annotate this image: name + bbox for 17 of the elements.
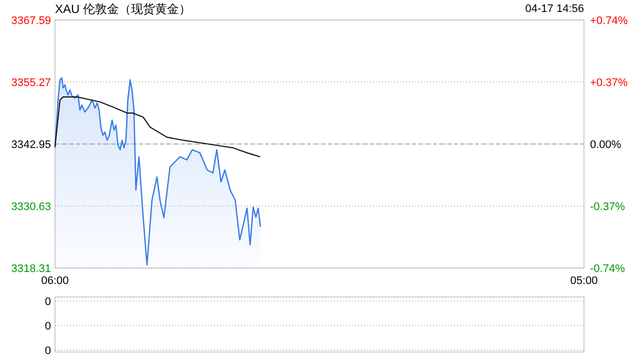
text: 04-17 14:56 <box>525 3 584 15</box>
y-tick-label: 3367.59 <box>11 15 51 27</box>
text: 0 <box>44 320 51 332</box>
y2-tick-label: +0.74% <box>590 15 628 27</box>
x-tick-label: 06:00 <box>41 275 69 287</box>
text: 0 <box>44 345 51 357</box>
y2-tick-label: 0.00% <box>590 139 622 151</box>
y-tick-label: 3330.63 <box>11 201 51 213</box>
y-tick-label: 3318.31 <box>11 263 51 275</box>
y2-tick-label: +0.37% <box>590 77 628 89</box>
y2-tick-label: -0.37% <box>590 201 626 213</box>
chart-title: XAU 伦敦金（现货黄金） <box>55 2 192 16</box>
x-tick-label: 05:00 <box>570 275 598 287</box>
y-tick-label: 3355.27 <box>11 77 51 89</box>
y-tick-label: 3342.95 <box>11 139 51 151</box>
text: 0 <box>44 296 51 308</box>
y2-tick-label: -0.74% <box>590 263 626 275</box>
